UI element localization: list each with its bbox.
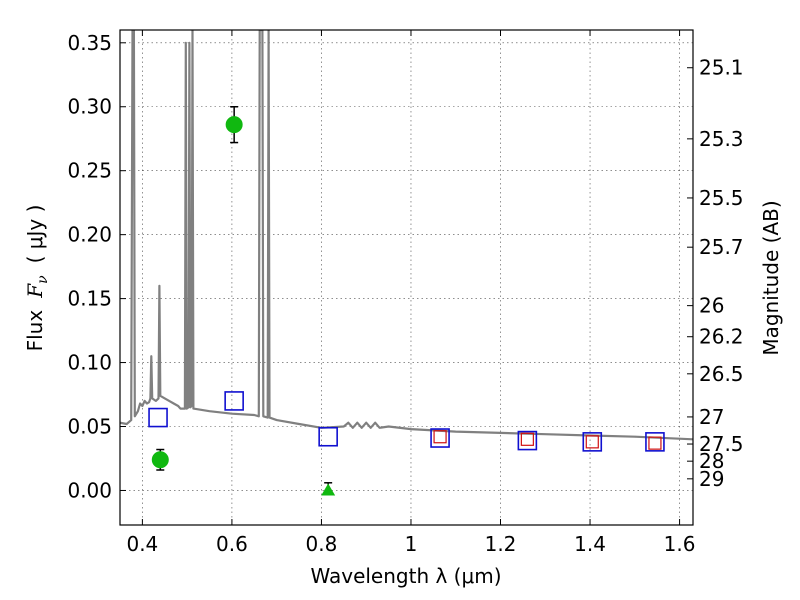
magnitude-tick-label: 29 [699, 467, 724, 491]
x-axis-label: Wavelength λ (μm) [310, 564, 501, 588]
magnitude-tick-label: 25.1 [699, 56, 744, 80]
magnitude-tick-label: 26.2 [699, 325, 744, 349]
x-tick-label: 1 [405, 532, 418, 556]
observed-photometry-point [585, 435, 599, 449]
magnitude-tick-label: 28 [699, 449, 724, 473]
model-photometry-point [430, 428, 450, 448]
magnitude-tick-label: 27 [699, 405, 724, 429]
model-photometry-point [148, 407, 168, 428]
y-tick-label: 0.10 [67, 351, 112, 375]
y-tick-label: 0.15 [67, 287, 112, 311]
magnitude-tick-label: 26.5 [699, 362, 744, 386]
y-tick-label: 0.05 [67, 415, 112, 439]
y-tick-label: 0.00 [67, 478, 112, 502]
upper-limit-point [321, 483, 336, 496]
x-tick-label: 0.6 [216, 532, 248, 556]
x-tick-label: 1.2 [485, 532, 517, 556]
plot-frame [119, 29, 694, 526]
x-tick-label: 0.4 [126, 532, 158, 556]
y-axis-label: Flux Fν ( μJy ) [23, 205, 51, 352]
data-layer [120, 30, 693, 496]
observed-photometry-point [520, 432, 534, 446]
ticks: 0.4 0.6 0.8 1 1.2 1.4 1.6 0.00 0.05 0.10 0.15 0.20 0… [67, 30, 744, 556]
model-photometry-point [582, 432, 603, 452]
observed-photometry-point [433, 430, 447, 444]
y-tick-label: 0.30 [67, 95, 112, 119]
magnitude-tick-label: 25.5 [699, 186, 744, 210]
magnitude-tick-label: 26 [699, 294, 724, 318]
x-tick-label: 0.8 [306, 532, 338, 556]
x-tick-label: 1.6 [664, 532, 696, 556]
observed-photometry-point [648, 436, 662, 450]
y-axis-label-unit: ( μJy ) [23, 205, 47, 264]
model-photometry-point [645, 432, 665, 452]
right-axis-label: Magnitude (AB) [759, 200, 783, 355]
y-axis-label-symbol: F [23, 283, 47, 299]
y-tick-label: 0.35 [67, 31, 112, 55]
detection-point [151, 451, 169, 469]
y-axis-label-text: Flux [23, 310, 47, 352]
magnitude-tick-label: 25.3 [699, 127, 744, 151]
model-photometry-point [224, 391, 244, 411]
magnitude-tick-label: 25.7 [699, 235, 744, 259]
detection-point [225, 116, 243, 134]
y-axis-label-sub: ν [35, 275, 51, 284]
model-photometry-point [517, 430, 538, 451]
grid [120, 30, 693, 525]
y-tick-label: 0.25 [67, 159, 112, 183]
x-tick-label: 1.4 [574, 532, 606, 556]
model-photometry-point [318, 426, 338, 447]
y-tick-label: 0.20 [67, 223, 112, 247]
model-spectrum-line [120, 30, 693, 441]
magnitude-tick-label: 27.5 [699, 432, 744, 456]
